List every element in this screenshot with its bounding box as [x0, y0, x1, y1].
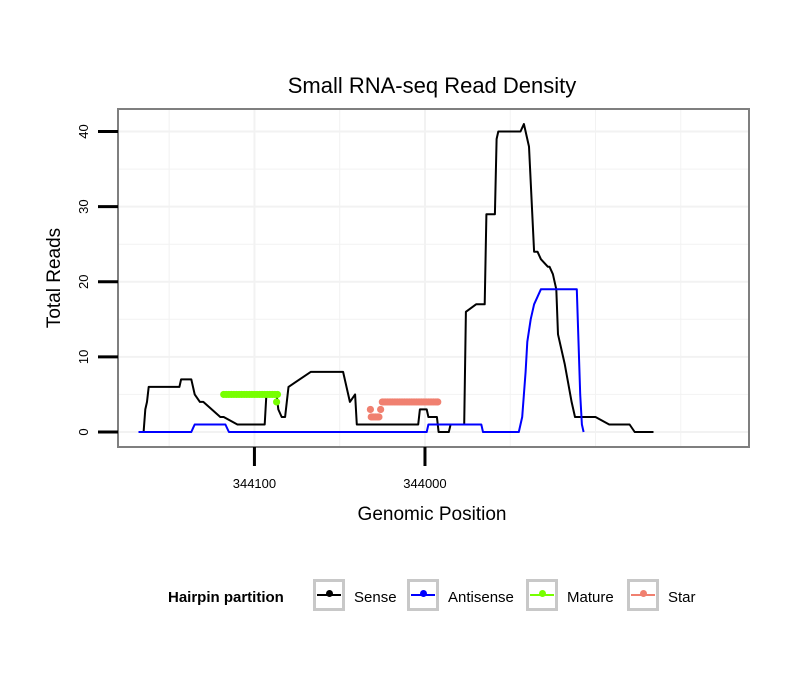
y-tick-label: 40 [76, 124, 91, 138]
star-point [377, 405, 385, 414]
legend-label-star: Star [668, 589, 696, 606]
x-tick-label: 344000 [403, 476, 446, 491]
x-axis-title: Genomic Position [358, 504, 507, 525]
star-point [434, 398, 442, 406]
x-axis: 344100 344000 [233, 447, 447, 491]
y-axis: 0 10 20 30 40 [76, 124, 118, 436]
sense-marker-icon [326, 590, 333, 597]
legend-title: Hairpin partition [168, 589, 284, 606]
mature-point [273, 390, 282, 399]
mature-point [273, 398, 281, 406]
antisense-marker-icon [420, 590, 427, 597]
antisense-series-line [138, 288, 585, 433]
legend-label-mature: Mature [567, 589, 614, 606]
y-tick-label: 0 [76, 428, 91, 435]
panel-border [117, 108, 750, 448]
star-point [375, 413, 383, 421]
chart-title: Small RNA-seq Read Density [288, 73, 577, 98]
legend-label-antisense: Antisense [448, 589, 514, 606]
mature-marker-icon [539, 590, 546, 597]
legend-key-sense [313, 579, 345, 611]
legend-key-mature [526, 579, 558, 611]
legend: Hairpin partition Sense Antisense Mature… [0, 575, 810, 623]
y-axis-title: Total Reads [44, 228, 65, 328]
star-point [366, 405, 374, 414]
x-tick-label: 344100 [233, 476, 276, 491]
sense-series-line [138, 123, 654, 433]
plot-series [138, 123, 654, 433]
y-tick-label: 30 [76, 199, 91, 213]
legend-key-star [627, 579, 659, 611]
grid [118, 109, 749, 447]
star-marker-icon [640, 590, 647, 597]
y-tick-label: 10 [76, 350, 91, 364]
y-tick-label: 20 [76, 275, 91, 289]
legend-label-sense: Sense [354, 589, 397, 606]
legend-key-antisense [407, 579, 439, 611]
